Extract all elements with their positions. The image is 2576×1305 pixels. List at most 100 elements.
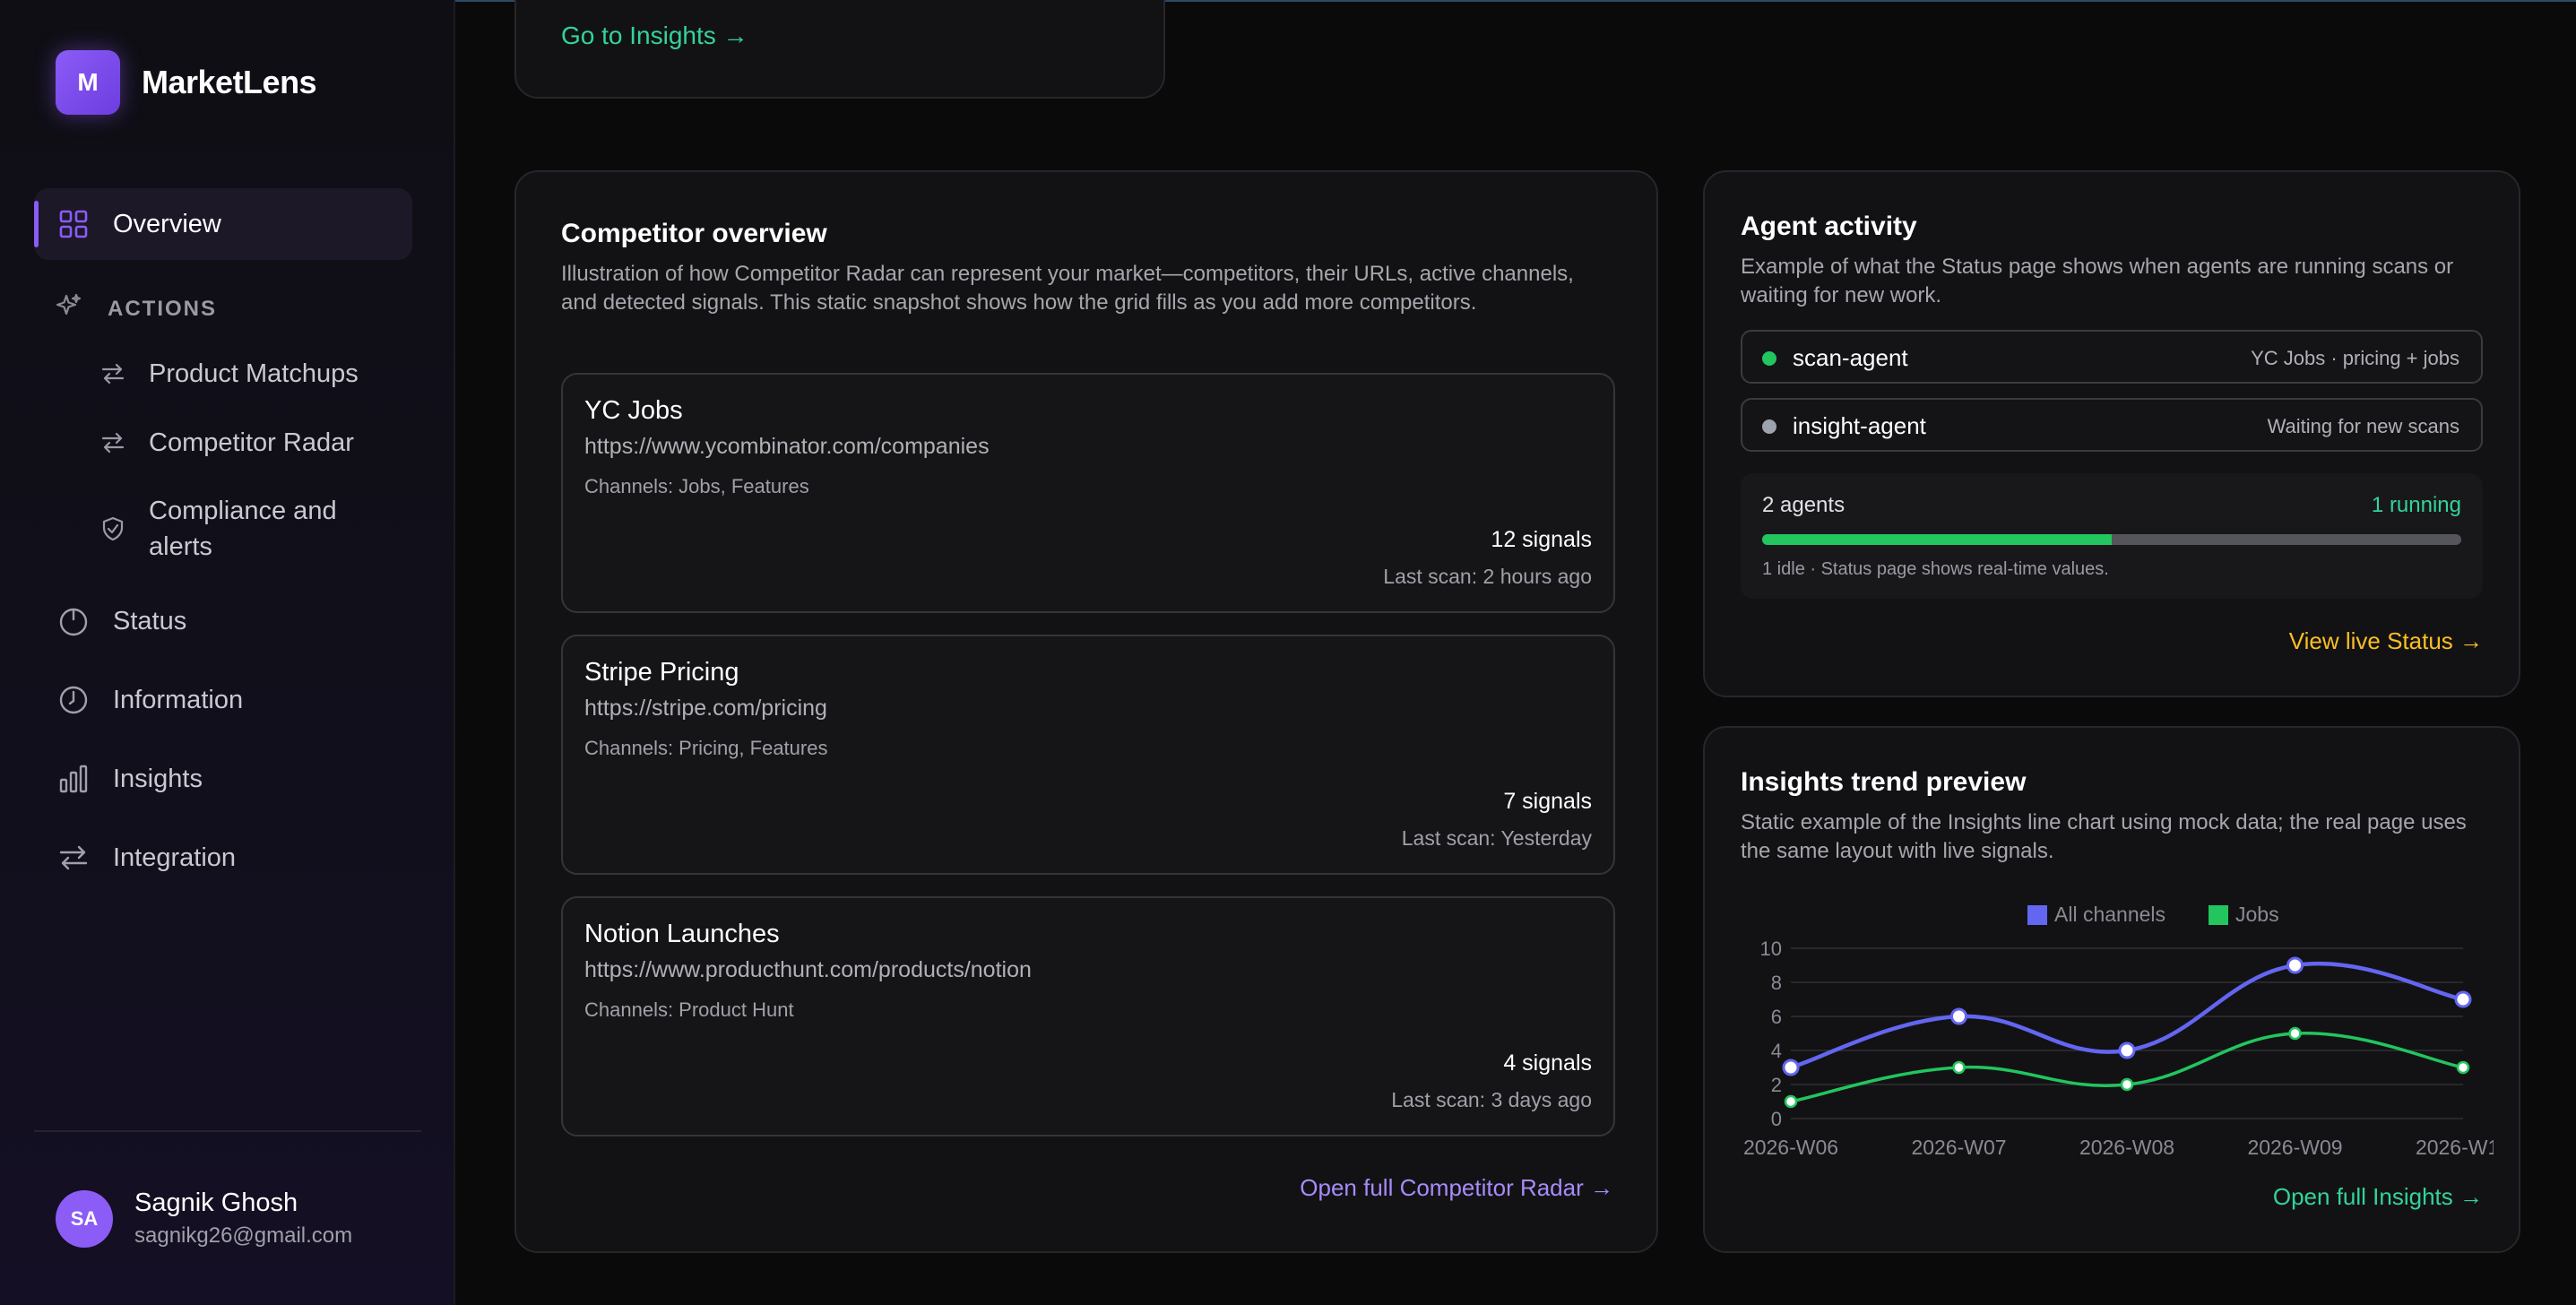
sidebar-item-label: Product Matchups [149, 359, 359, 388]
legend-swatch [2027, 905, 2047, 925]
insights-trend-card: Insights trend preview Static example of… [1703, 726, 2520, 1253]
sidebar-item-label: Compliance and alerts [149, 497, 337, 561]
insights-line-chart: All channels Jobs 0 2 4 6 8 10 2026-W06 2026-W07 2… [1743, 903, 2494, 1158]
card-description: Example of what the Status page shows wh… [1741, 255, 2454, 307]
agent-status-dot [1762, 419, 1776, 434]
x-tick-label: 2026-W06 [1743, 1136, 1838, 1158]
arrows-swap-icon [97, 425, 129, 461]
competitor-signals: 7 signals [1503, 789, 1592, 814]
window-top-edge [0, 0, 2576, 2]
agent-detail: Waiting for new scans [2267, 415, 2459, 437]
shield-check-icon [97, 493, 129, 565]
agent-summary: 2 agents 1 running 1 idle · Status page … [1741, 473, 2483, 599]
card-description: Illustration of how Competitor Radar can… [561, 262, 1574, 315]
x-tick-label: 2026-W09 [2247, 1136, 2342, 1158]
competitor-signals: 4 signals [1503, 1050, 1592, 1076]
actions-section-label: ACTIONS [56, 292, 217, 325]
competitor-item[interactable]: Notion Launches https://www.producthunt.… [561, 896, 1615, 1136]
data-point [1784, 1094, 1798, 1109]
agent-row[interactable]: insight-agent Waiting for new scans [1741, 398, 2483, 452]
competitor-name: Stripe Pricing [584, 658, 739, 687]
sidebar-item-product-matchups[interactable]: Product Matchups [97, 356, 419, 392]
data-point [2286, 956, 2304, 974]
sidebar-item-compliance-alerts[interactable]: Compliance and alerts [97, 493, 419, 565]
sidebar-item-information[interactable]: Information [34, 664, 412, 736]
bar-chart-icon [57, 763, 90, 795]
agent-running-count: 1 running [2371, 493, 2461, 517]
clock-icon [57, 684, 90, 716]
data-point [1952, 1060, 1966, 1075]
competitor-last-scan: Last scan: 2 hours ago [1383, 565, 1592, 588]
data-point [2288, 1026, 2302, 1041]
competitor-item[interactable]: YC Jobs https://www.ycombinator.com/comp… [561, 373, 1615, 613]
agent-progress-fill [1762, 534, 2112, 545]
sidebar-item-integration[interactable]: Integration [34, 822, 412, 894]
insights-shortcut-card: Go to Insights → [514, 0, 1165, 99]
sidebar-item-insights[interactable]: Insights [34, 743, 412, 815]
sidebar-item-overview[interactable]: Overview [34, 188, 412, 260]
y-tick-label: 4 [1771, 1040, 1782, 1062]
brand-logo: M [56, 50, 120, 115]
card-title: Competitor overview [561, 219, 827, 248]
data-point [2118, 1041, 2136, 1059]
agent-progress-bar [1762, 534, 2461, 545]
view-live-status-link[interactable]: View live Status → [2288, 627, 2483, 654]
avatar: SA [56, 1189, 113, 1248]
competitor-name: YC Jobs [584, 396, 683, 425]
power-icon [57, 605, 90, 637]
competitor-name: Notion Launches [584, 920, 780, 948]
agent-summary-note: 1 idle · Status page shows real-time val… [1762, 559, 2109, 579]
sparkle-icon [56, 292, 82, 325]
brand[interactable]: M MarketLens [56, 50, 317, 115]
competitor-channels: Channels: Pricing, Features [584, 737, 828, 759]
data-point [1950, 1007, 1967, 1025]
sidebar-item-label: Information [113, 685, 244, 714]
data-point [2456, 1060, 2470, 1075]
legend-label: Jobs [2235, 903, 2279, 926]
y-tick-label: 6 [1771, 1006, 1782, 1028]
sidebar-item-label: Status [113, 606, 187, 635]
y-tick-label: 10 [1760, 938, 1782, 960]
data-point [2120, 1077, 2134, 1092]
y-tick-label: 2 [1771, 1074, 1782, 1096]
agent-activity-card: Agent activity Example of what the Statu… [1703, 170, 2520, 697]
sidebar-divider [34, 1130, 421, 1132]
card-title: Insights trend preview [1741, 767, 2027, 797]
sidebar-item-label: Competitor Radar [149, 428, 354, 457]
agent-row[interactable]: scan-agent YC Jobs · pricing + jobs [1741, 330, 2483, 384]
competitor-last-scan: Last scan: Yesterday [1401, 826, 1592, 850]
open-full-insights-link[interactable]: Open full Insights → [2272, 1183, 2483, 1210]
open-competitor-radar-link[interactable]: Open full Competitor Radar → [1300, 1174, 1613, 1201]
agent-status-dot [1762, 351, 1776, 366]
card-title: Agent activity [1741, 212, 1917, 241]
data-point [1782, 1059, 1800, 1076]
competitor-item[interactable]: Stripe Pricing https://stripe.com/pricin… [561, 635, 1615, 875]
legend-swatch [2209, 905, 2228, 925]
competitor-url: https://www.producthunt.com/products/not… [584, 957, 1032, 982]
go-to-insights-link[interactable]: Go to Insights → [561, 22, 748, 49]
brand-name: MarketLens [142, 64, 317, 100]
sidebar-item-status[interactable]: Status [34, 585, 412, 657]
sidebar: M MarketLens Overview ACTIONS Product Ma… [0, 0, 455, 1305]
x-tick-label: 2026-W10 [2416, 1136, 2494, 1158]
competitor-channels: Channels: Product Hunt [584, 998, 794, 1021]
x-tick-label: 2026-W08 [2079, 1136, 2174, 1158]
competitor-signals: 12 signals [1491, 527, 1592, 552]
y-tick-label: 8 [1771, 972, 1782, 994]
card-description: Static example of the Insights line char… [1741, 810, 2467, 863]
competitor-last-scan: Last scan: 3 days ago [1391, 1088, 1592, 1111]
competitor-url: https://www.ycombinator.com/companies [584, 434, 990, 459]
agent-name: scan-agent [1793, 344, 1908, 371]
sidebar-item-label: Insights [113, 764, 203, 793]
competitor-channels: Channels: Jobs, Features [584, 475, 809, 497]
agent-count: 2 agents [1762, 493, 1846, 517]
agent-detail: YC Jobs · pricing + jobs [2251, 347, 2459, 369]
user-profile[interactable]: SA Sagnik Ghosh sagnikg26@gmail.com [56, 1188, 352, 1249]
grid-icon [57, 208, 90, 240]
competitor-url: https://stripe.com/pricing [584, 696, 827, 721]
legend-label: All channels [2054, 903, 2165, 926]
arrows-swap-icon [57, 842, 90, 874]
arrows-swap-icon [97, 356, 129, 392]
sidebar-item-competitor-radar[interactable]: Competitor Radar [97, 425, 419, 461]
agent-name: insight-agent [1793, 412, 1926, 439]
